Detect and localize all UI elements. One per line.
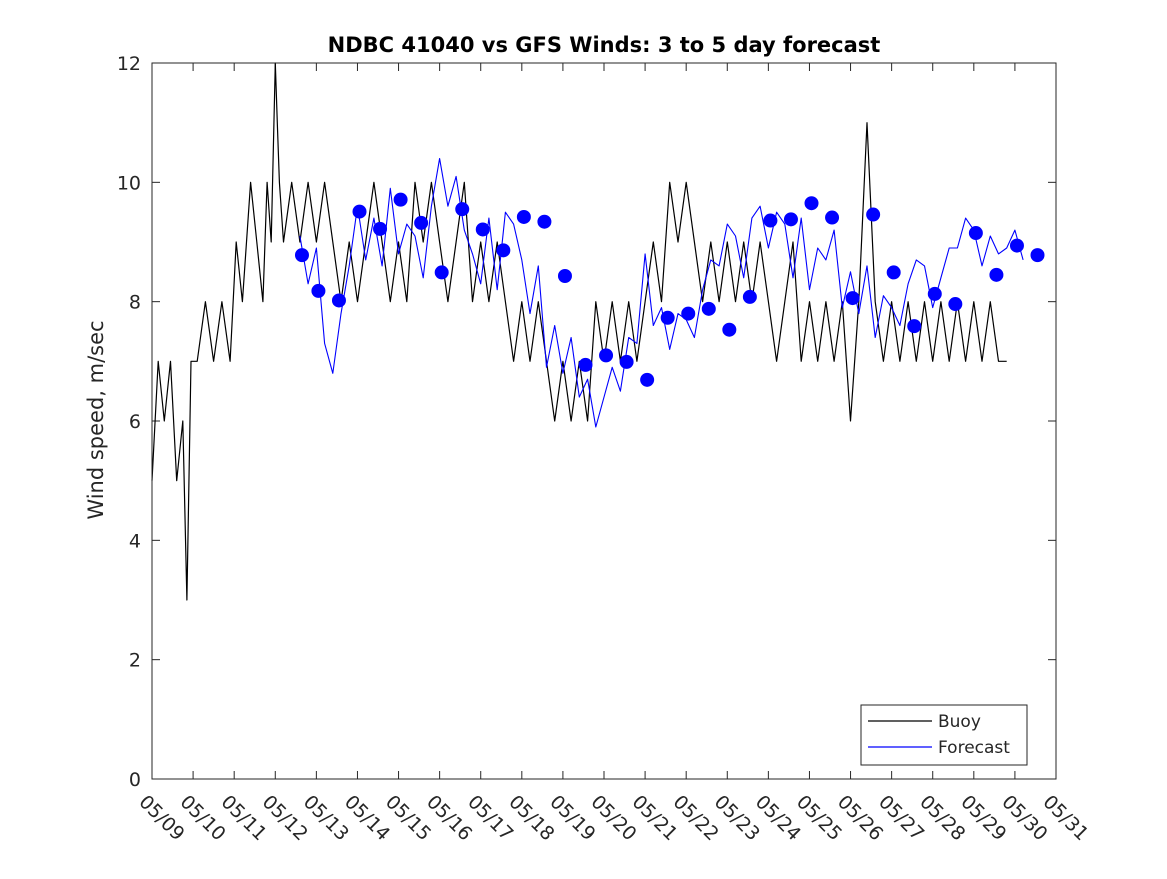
forecast-point	[393, 192, 408, 207]
forecast-point	[722, 322, 737, 337]
forecast-point	[294, 248, 309, 263]
forecast-point	[311, 283, 326, 298]
y-tick-label: 6	[129, 411, 141, 433]
forecast-point	[455, 202, 470, 217]
forecast-point	[352, 204, 367, 219]
forecast-point	[496, 243, 511, 258]
series-line-buoy	[151, 62, 1007, 601]
chart-title: NDBC 41040 vs GFS Winds: 3 to 5 day fore…	[328, 33, 881, 57]
forecast-point	[619, 354, 634, 369]
forecast-point	[804, 196, 819, 211]
forecast-point	[599, 348, 614, 363]
forecast-point	[742, 289, 757, 304]
y-tick-label: 4	[129, 530, 141, 552]
forecast-point	[763, 213, 778, 228]
forecast-point	[783, 212, 798, 227]
forecast-point	[1030, 248, 1045, 263]
y-tick-label: 8	[129, 292, 141, 314]
forecast-point	[557, 269, 572, 284]
y-tick-label: 10	[117, 172, 141, 194]
series-line-forecast	[299, 157, 1024, 428]
forecast-point	[907, 319, 922, 334]
forecast-point	[640, 372, 655, 387]
forecast-point	[681, 306, 696, 321]
forecast-point	[516, 209, 531, 224]
forecast-point	[701, 301, 716, 316]
forecast-point	[948, 297, 963, 312]
forecast-point	[866, 207, 881, 222]
plot-background	[152, 63, 1056, 779]
forecast-point	[886, 265, 901, 280]
forecast-point	[845, 291, 860, 306]
forecast-point	[989, 267, 1004, 282]
forecast-point	[331, 293, 346, 308]
forecast-point	[434, 265, 449, 280]
forecast-point	[927, 286, 942, 301]
forecast-point	[1009, 238, 1024, 253]
plot-frame	[151, 62, 1057, 780]
forecast-point	[537, 214, 552, 229]
forecast-point	[825, 210, 840, 225]
forecast-point	[373, 221, 388, 236]
forecast-point	[660, 310, 675, 325]
y-axis-label: Wind speed, m/sec	[84, 320, 108, 519]
legend-label-forecast: Forecast	[938, 738, 1010, 758]
forecast-point	[968, 226, 983, 241]
forecast-point	[475, 222, 490, 237]
legend-box	[860, 704, 1028, 766]
forecast-point	[578, 357, 593, 372]
legend: Buoy Forecast	[860, 704, 1028, 766]
y-tick-label: 2	[129, 650, 141, 672]
forecast-point	[414, 215, 429, 230]
y-tick-label: 0	[129, 769, 141, 791]
y-tick-label: 12	[117, 53, 141, 75]
legend-label-buoy: Buoy	[938, 712, 981, 732]
